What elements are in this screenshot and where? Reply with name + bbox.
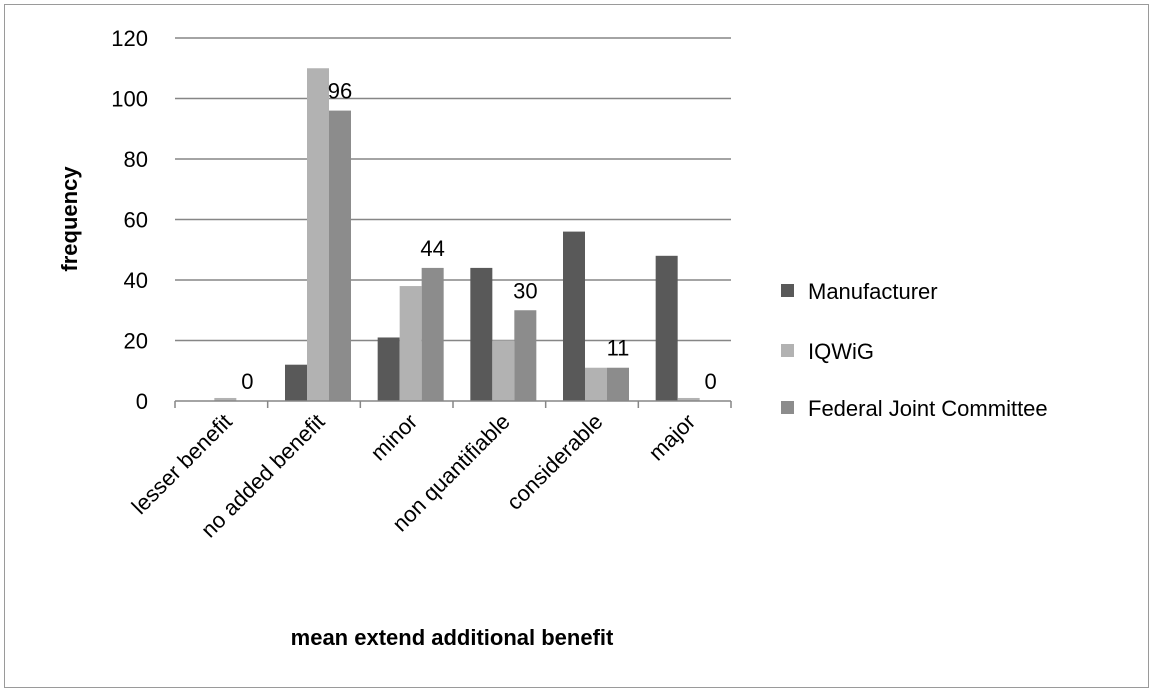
- legend-swatch-federal-joint-committee: [781, 401, 794, 414]
- y-tick-labels: 0 20 40 60 80 100 120: [111, 26, 148, 414]
- bar-iqwig-4: [585, 367, 607, 401]
- data-label-4: 11: [607, 336, 630, 361]
- bar-manufacturer-5: [655, 255, 678, 401]
- data-label-3: 30: [513, 278, 537, 303]
- y-tick-label-20: 20: [124, 329, 148, 354]
- bar-iqwig-2: [399, 286, 422, 401]
- legend-swatch-iqwig: [781, 344, 794, 357]
- bar-manufacturer-1: [285, 364, 307, 401]
- bar-federal-joint-committee-4: [607, 367, 629, 401]
- bar-federal-joint-committee-1: [329, 110, 351, 401]
- bar-federal-joint-committee-2: [421, 267, 444, 401]
- legend-label-iqwig: IQWiG: [808, 339, 874, 364]
- legend-label-federal-joint-committee: Federal Joint Committee: [808, 396, 1048, 421]
- bar-iqwig-1: [307, 68, 329, 401]
- x-tick-label-5: major: [644, 409, 701, 466]
- y-tick-label-80: 80: [124, 147, 148, 172]
- bar-iqwig-0: [214, 397, 237, 401]
- y-tick-label-120: 120: [111, 26, 148, 51]
- bar-federal-joint-committee-3: [514, 310, 537, 401]
- gridlines: [174, 37, 732, 408]
- data-label-0: 0: [241, 369, 253, 394]
- bar-iqwig-5: [677, 397, 700, 401]
- data-label-1: 96: [328, 79, 352, 104]
- y-tick-label-60: 60: [124, 208, 148, 233]
- legend-swatch-manufacturer: [781, 284, 794, 297]
- bar-manufacturer-4: [563, 231, 585, 401]
- x-axis-title: mean extend additional benefit: [291, 625, 614, 650]
- data-label-2: 44: [420, 236, 444, 261]
- bar-iqwig-3: [492, 340, 515, 401]
- legend: Manufacturer IQWiG Federal Joint Committ…: [781, 279, 1048, 421]
- x-tick-label-2: minor: [366, 409, 423, 466]
- data-label-5: 0: [705, 369, 717, 394]
- y-tick-label-0: 0: [136, 389, 148, 414]
- legend-label-manufacturer: Manufacturer: [808, 279, 938, 304]
- data-labels: 0 96 44 30 11 0: [241, 79, 717, 394]
- y-tick-label-40: 40: [124, 268, 148, 293]
- y-axis-title: frequency: [57, 166, 82, 272]
- x-tick-label-4: considerable: [502, 409, 608, 515]
- y-tick-label-100: 100: [111, 87, 148, 112]
- bar-manufacturer-2: [377, 337, 400, 401]
- bar-manufacturer-3: [470, 267, 493, 401]
- bars: [214, 68, 700, 401]
